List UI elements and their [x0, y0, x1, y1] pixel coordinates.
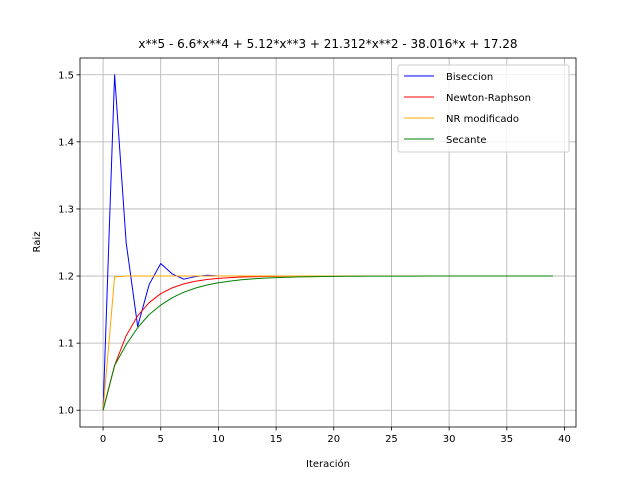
- chart-title: x**5 - 6.6*x**4 + 5.12*x**3 + 21.312*x**…: [138, 37, 517, 51]
- legend-box: [397, 64, 570, 153]
- x-tick-label: 10: [212, 434, 225, 445]
- y-tick-label: 1.0: [58, 406, 74, 417]
- y-tick-label: 1.3: [58, 204, 74, 215]
- y-axis-label: Raiz: [32, 232, 43, 253]
- x-tick-label: 20: [327, 434, 340, 445]
- series-lines: [102, 74, 553, 411]
- y-axis-ticks: 1.0 1.1 1.2 1.3 1.4 1.5: [58, 70, 80, 417]
- x-tick-label: 15: [270, 434, 283, 445]
- legend-label-nr-modificado: NR modificado: [446, 114, 519, 125]
- legend-label-biseccion: Biseccion: [446, 72, 493, 83]
- x-tick-label: 30: [443, 434, 456, 445]
- x-tick-label: 25: [385, 434, 398, 445]
- plot-frame: [79, 57, 577, 428]
- legend: Biseccion Newton-Raphson NR modificado Seca…: [397, 64, 570, 153]
- x-tick-label: 40: [558, 434, 571, 445]
- y-tick-label: 1.1: [58, 339, 74, 350]
- x-axis-label: Iteración: [306, 458, 350, 470]
- y-tick-label: 1.5: [58, 70, 74, 81]
- series-line-secante: [102, 275, 553, 411]
- x-tick-label: 0: [100, 434, 106, 445]
- x-tick-label: 5: [158, 434, 164, 445]
- x-axis-ticks: 0 5 10 15 20 25 30 35 40: [100, 427, 571, 445]
- y-tick-label: 1.4: [58, 137, 74, 148]
- legend-label-secante: Secante: [446, 135, 487, 146]
- legend-label-newton-raphson: Newton-Raphson: [446, 93, 531, 104]
- y-tick-label: 1.2: [58, 272, 74, 283]
- x-tick-label: 35: [500, 434, 513, 445]
- legend-items: Biseccion Newton-Raphson NR modificado Seca…: [404, 72, 531, 146]
